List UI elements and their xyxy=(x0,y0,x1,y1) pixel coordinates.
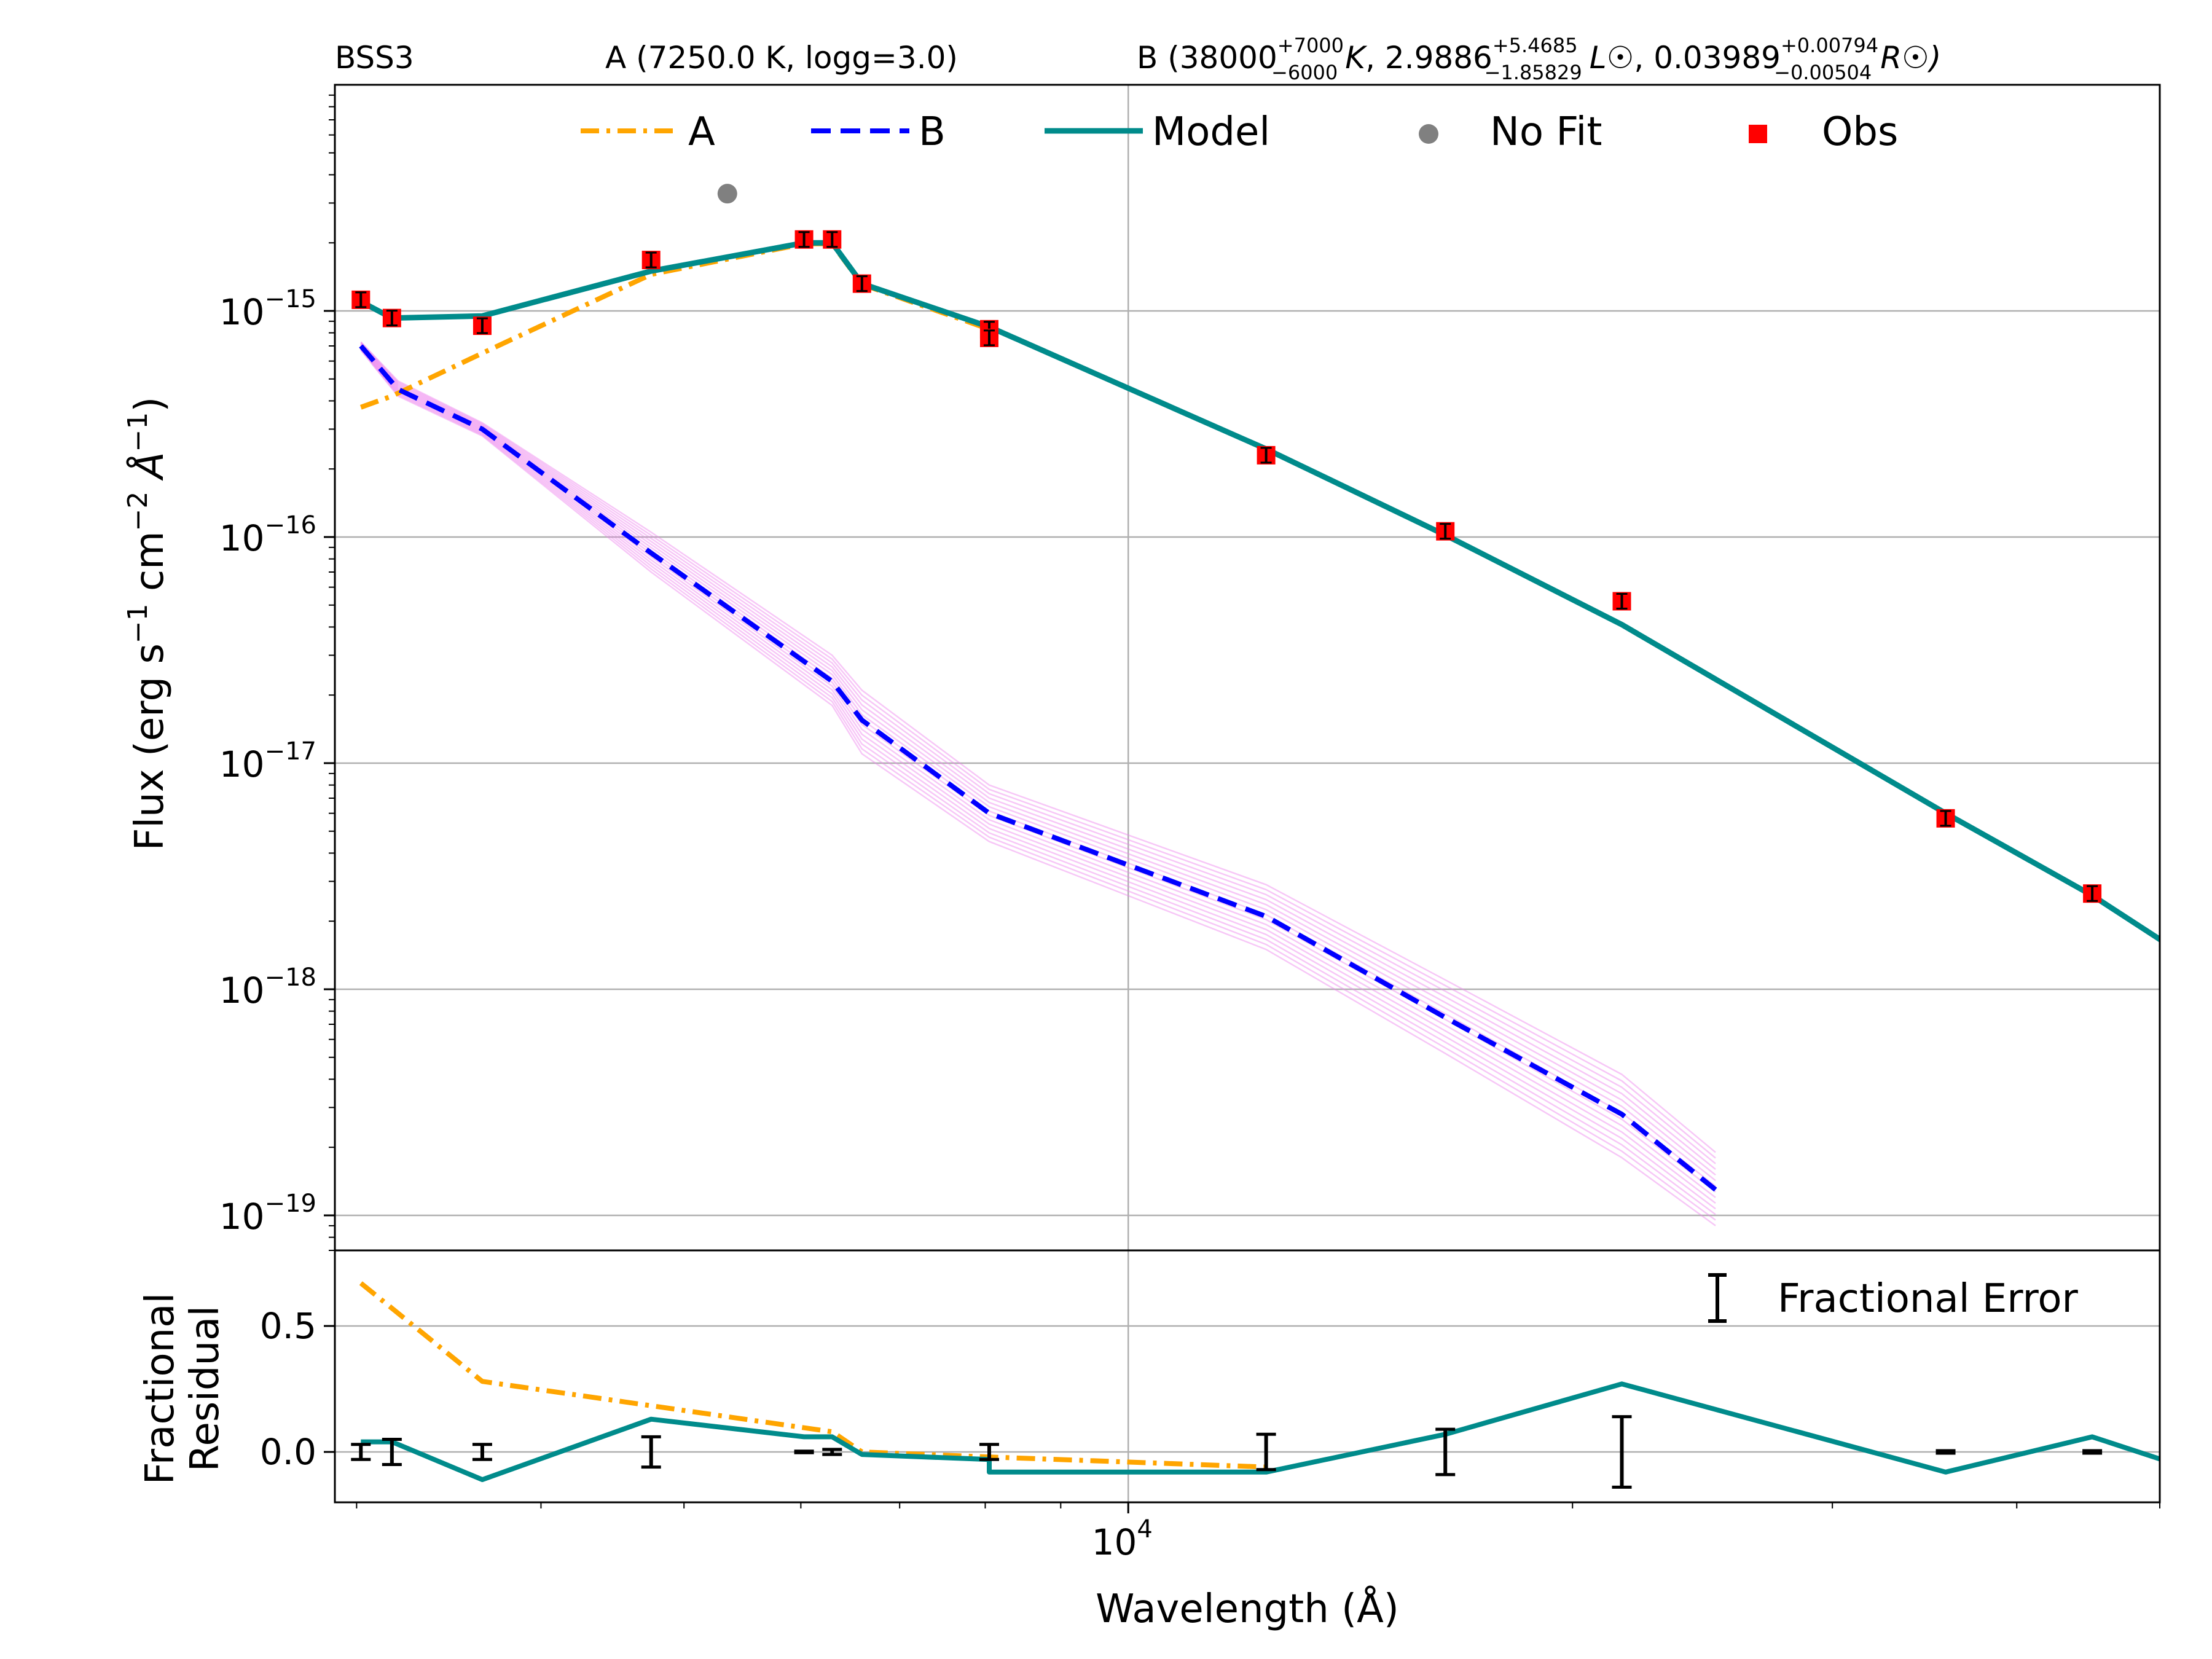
x-tick-label-0: 104 xyxy=(1092,1515,1153,1563)
legend-obs-swatch xyxy=(1749,125,1767,143)
legend: A B Model No Fit Obs xyxy=(581,109,1898,155)
resid-ylabel-line1: Fractional xyxy=(138,1293,183,1484)
mc-line-11 xyxy=(360,342,1716,1164)
title-b-r-up: +0.00794 xyxy=(1781,34,1878,57)
mc-line-1 xyxy=(360,349,1716,1221)
y-axis-label: Flux (erg s−1 cm−2 Å−1) xyxy=(122,397,173,851)
resid-model-line xyxy=(361,1381,2160,1483)
legend-obs-label: Obs xyxy=(1822,109,1898,155)
main-axes-frame xyxy=(334,84,2161,1252)
mc-line-9 xyxy=(360,343,1716,1176)
y-tick-label-0: 10−15 xyxy=(219,285,316,333)
axes: 10−15 10−16 10−17 10−18 10−19 104 0.5 0.0 xyxy=(219,84,2161,1563)
title-b-unit-r: R☉) xyxy=(1880,40,1941,76)
mc-line-10 xyxy=(360,343,1716,1170)
y-tick-label-4: 10−19 xyxy=(219,1190,316,1237)
legend-nofit-swatch xyxy=(1419,124,1438,144)
title-b-lum: 2.9886 xyxy=(1385,40,1492,76)
title-left: BSS3 xyxy=(335,40,414,76)
title-b-unit-t: K xyxy=(1345,40,1368,76)
series-b-line xyxy=(359,344,1717,1192)
legend-model-label: Model xyxy=(1152,109,1270,155)
mc-line-7 xyxy=(360,345,1716,1187)
title-b-t-up: +7000 xyxy=(1277,34,1344,57)
mc-line-13 xyxy=(360,341,1716,1153)
resid-legend-label: Fractional Error xyxy=(1778,1276,2079,1322)
mc-line-2 xyxy=(360,348,1716,1215)
series-model-line xyxy=(359,240,2160,943)
data-points xyxy=(351,184,2102,903)
title-b-unit-l: L☉ xyxy=(1590,40,1634,76)
resid-y-tick-label-0: 0.5 xyxy=(260,1305,316,1347)
resid-a-line xyxy=(359,1281,1266,1470)
mc-line-12 xyxy=(360,342,1716,1159)
x-axis-label: Wavelength (Å) xyxy=(1096,1585,1399,1632)
title-a: A (7250.0 K, logg=3.0) xyxy=(605,40,958,76)
title-b-rad: 0.03989 xyxy=(1653,40,1781,76)
mc-line-0 xyxy=(360,350,1716,1226)
series-lines xyxy=(359,240,2160,1192)
title-b-r-dn: −0.00504 xyxy=(1774,61,1872,84)
legend-nofit-label: No Fit xyxy=(1490,109,1602,155)
y-tick-label-3: 10−18 xyxy=(219,963,316,1011)
title-b-l-dn: −1.85829 xyxy=(1484,61,1582,84)
resid-axes-frame xyxy=(334,1249,2161,1504)
mc-line-3 xyxy=(360,347,1716,1210)
y-tick-label-2: 10−17 xyxy=(219,737,316,785)
legend-a-label: A xyxy=(688,109,715,155)
mc-line-6 xyxy=(360,345,1716,1193)
legend-b-label: B xyxy=(919,109,946,155)
resid-ylabel-line2: Residual xyxy=(182,1306,228,1472)
mc-band xyxy=(360,341,1716,1226)
y-tick-label-1: 10−16 xyxy=(219,511,316,559)
gridlines xyxy=(335,85,2160,1502)
nofit-point-0 xyxy=(717,184,737,204)
title-b-t-dn: −6000 xyxy=(1271,61,1338,84)
title-b-l-up: +5.4685 xyxy=(1492,34,1578,57)
title-b: B (38000+7000 −6000 K, 2.9886+5.4685 −1.858… xyxy=(1137,34,1941,84)
title-b-lead: B (38000 xyxy=(1137,40,1277,76)
residual-panel-series xyxy=(351,1281,2160,1489)
resid-y-tick-label-1: 0.0 xyxy=(260,1431,316,1473)
resid-legend: Fractional Error xyxy=(1708,1273,2079,1323)
